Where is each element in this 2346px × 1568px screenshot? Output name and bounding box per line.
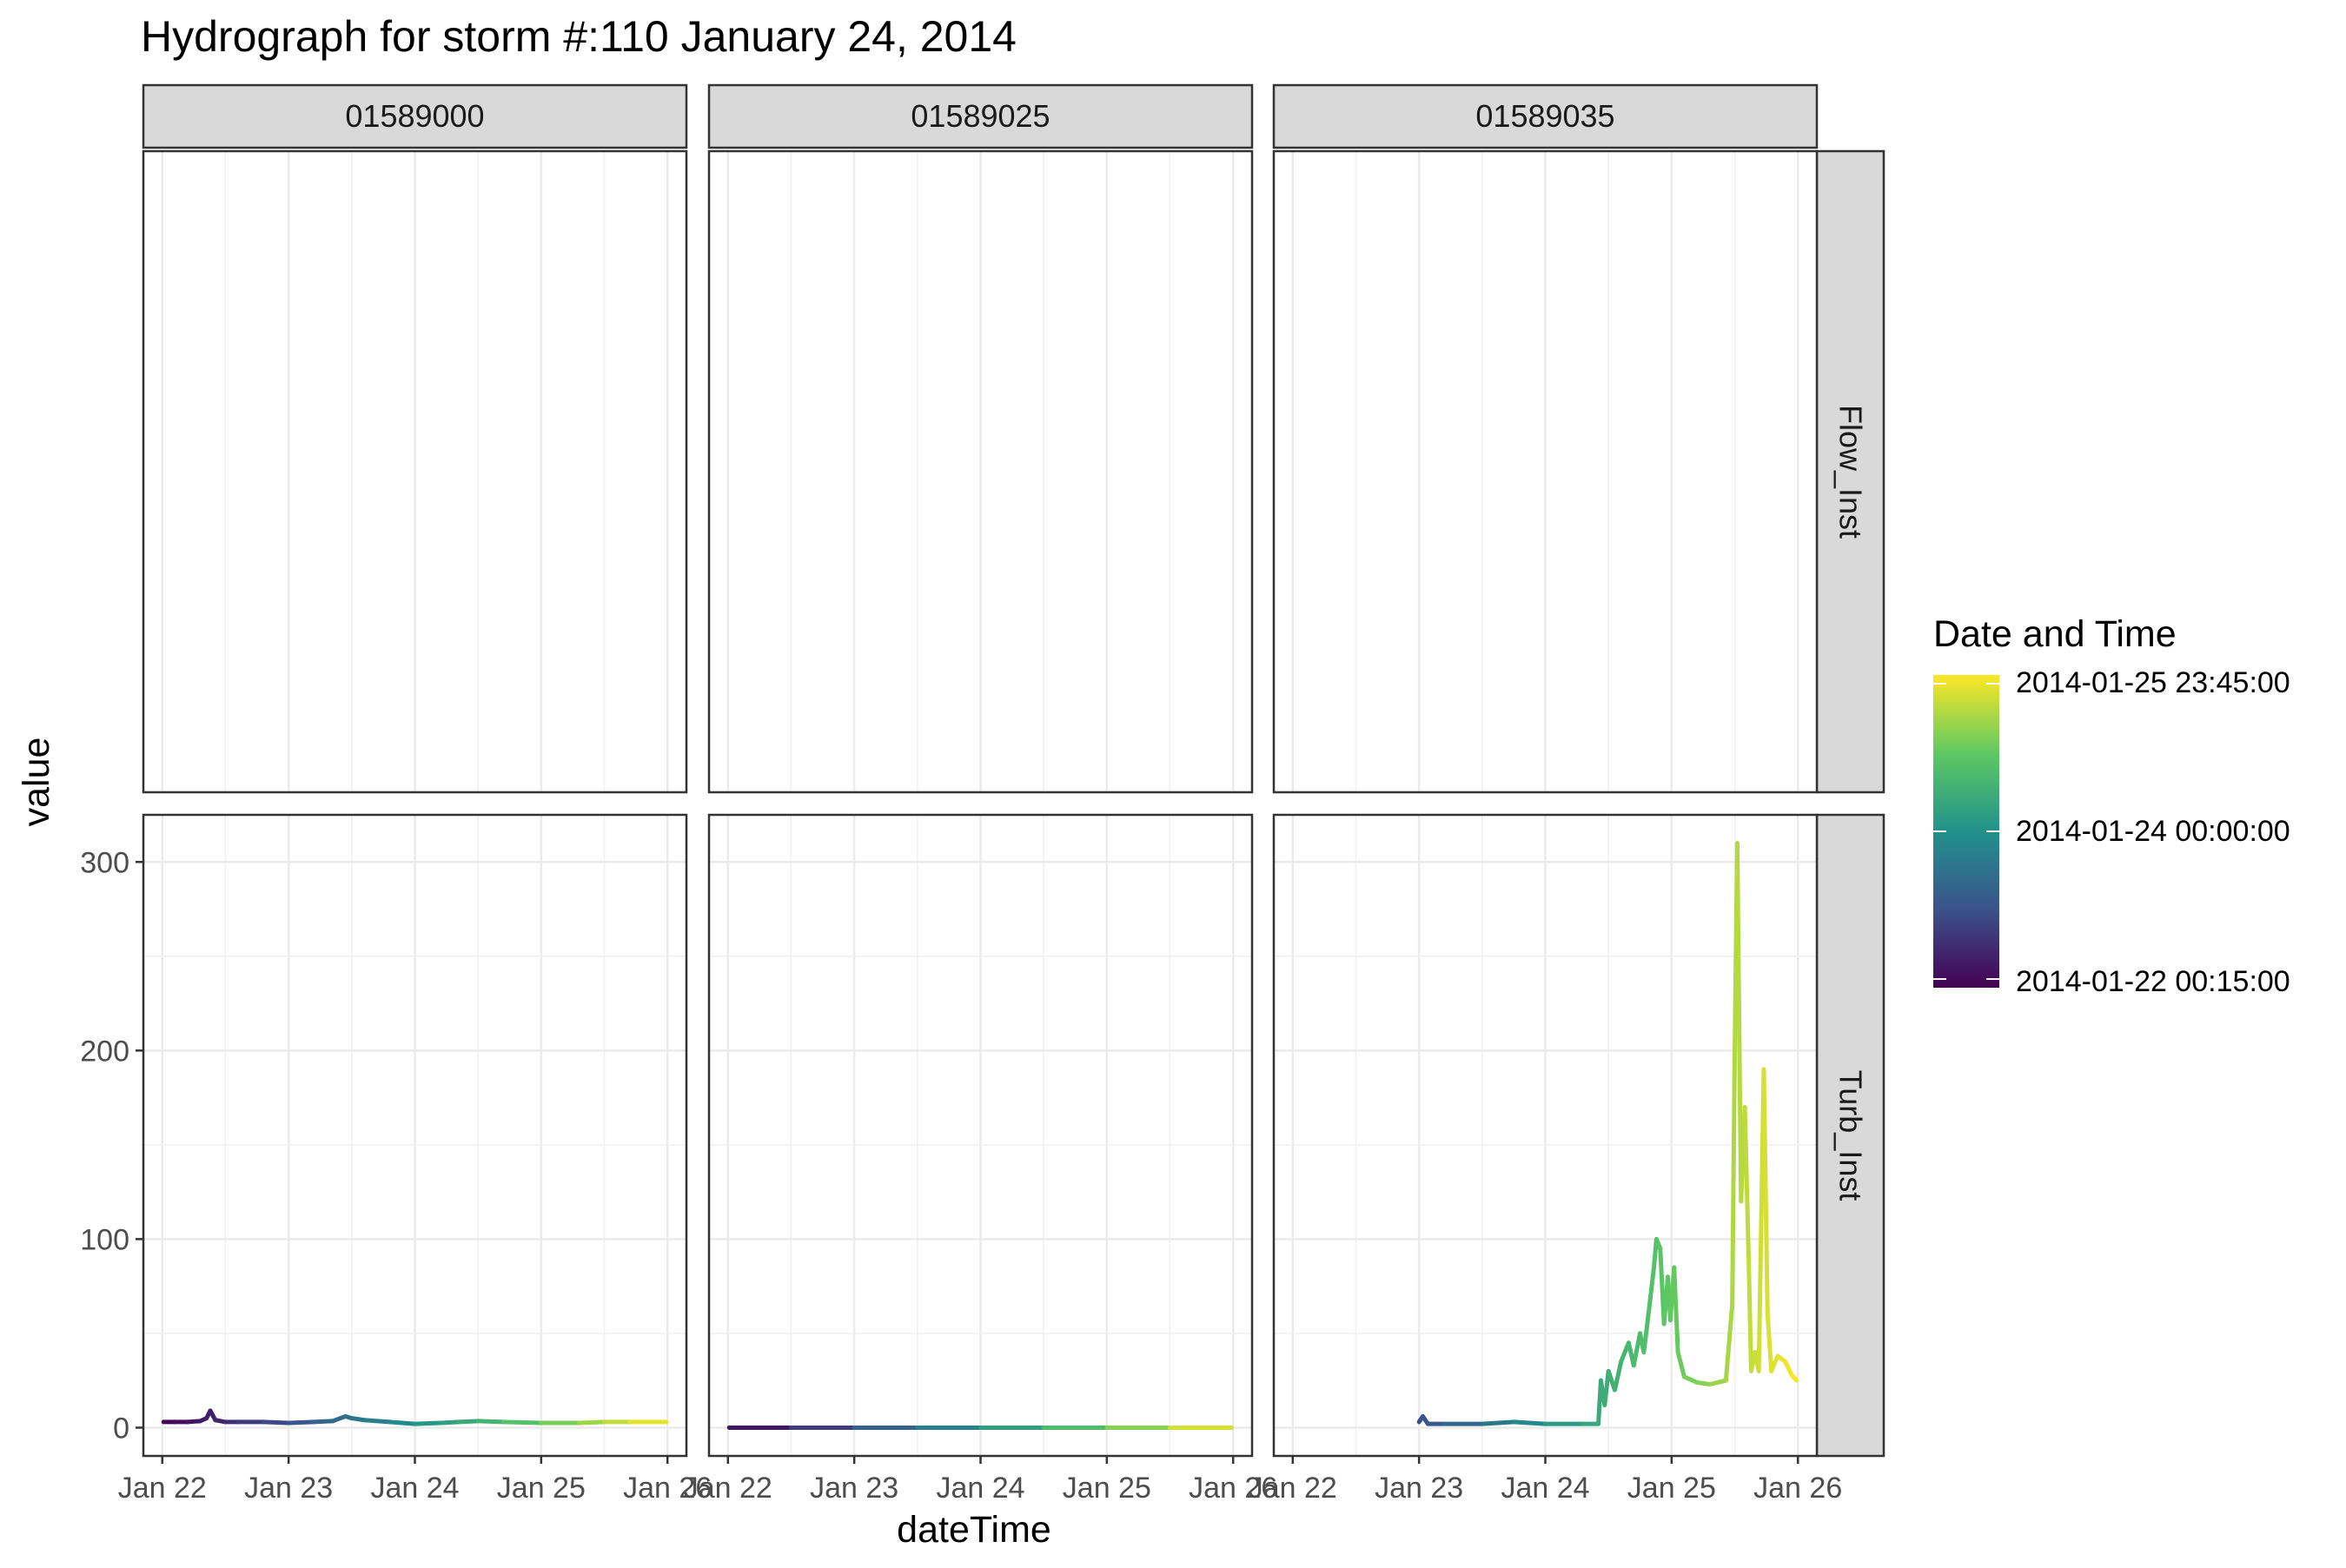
y-tick-label: 200 xyxy=(80,1035,129,1068)
series-segment xyxy=(475,1419,506,1425)
legend-title: Date and Time xyxy=(1933,613,2177,655)
panel-01589000-Turb_Inst xyxy=(143,815,686,1456)
x-tick-label: Jan 22 xyxy=(684,1472,772,1505)
panel-01589025-Turb_Inst xyxy=(709,815,1252,1456)
series-segment xyxy=(361,1418,392,1425)
series-segment xyxy=(1746,1255,1753,1373)
facet-panels: 01589000 01589025 01589035 Flow_Inst Turb_In… xyxy=(142,83,1885,1458)
legend-label-max: 2014-01-25 23:45:00 xyxy=(2016,666,2290,699)
panel-01589025-Flow_Inst xyxy=(709,151,1252,792)
series-segment xyxy=(456,1419,480,1425)
legend-label-min: 2014-01-22 00:15:00 xyxy=(2016,965,2290,998)
axes: 0 100 200 300 Jan 22 Jan 23 Jan 24 Jan 25 Jan 26… xyxy=(80,846,1842,1505)
series-segment xyxy=(261,1419,291,1426)
legend-label-mid: 2014-01-24 00:00:00 xyxy=(2016,815,2290,848)
series-segment xyxy=(1612,1359,1624,1393)
x-tick-label: Jan 26 xyxy=(1753,1472,1842,1505)
series-line-01589035 xyxy=(1416,841,1799,1426)
x-tick-label: Jan 24 xyxy=(936,1472,1024,1505)
y-tick-label: 0 xyxy=(113,1412,129,1445)
series-segment xyxy=(1761,1067,1770,1317)
strip-label-01589000: 01589000 xyxy=(345,98,484,134)
series-segment xyxy=(1511,1419,1547,1426)
series-segment xyxy=(576,1419,607,1426)
series-segment xyxy=(1672,1265,1680,1355)
x-tick-label: Jan 24 xyxy=(370,1472,459,1505)
strip-label-01589025: 01589025 xyxy=(911,98,1050,134)
series-segment xyxy=(1730,1048,1738,1307)
strip-01589025 xyxy=(707,83,1254,149)
series-segment xyxy=(1765,1312,1774,1373)
series-segment xyxy=(1706,1378,1728,1387)
strip-01589000 xyxy=(142,83,688,149)
x-tick-label: Jan 25 xyxy=(1627,1472,1716,1505)
panel-01589035-Turb_Inst xyxy=(1274,815,1817,1456)
series-segment xyxy=(1742,1104,1752,1260)
series-segment xyxy=(1647,1265,1656,1313)
series-line-01589000 xyxy=(161,1408,669,1426)
strip-01589035 xyxy=(1272,83,1819,149)
series-segment xyxy=(311,1419,335,1425)
x-tick-label: Jan 23 xyxy=(1375,1472,1463,1505)
x-tick-label: Jan 25 xyxy=(1063,1472,1151,1505)
x-tick-label: Jan 26 xyxy=(1189,1472,1277,1505)
x-tick-label: Jan 24 xyxy=(1501,1472,1589,1505)
strip-Turb_Inst xyxy=(1815,813,1885,1458)
series-segment xyxy=(413,1420,443,1426)
panel-border xyxy=(707,149,1254,794)
x-tick-label: Jan 22 xyxy=(1249,1472,1337,1505)
x-tick-label: Jan 22 xyxy=(118,1472,207,1505)
series-segment xyxy=(1641,1308,1652,1355)
series-segment xyxy=(387,1419,417,1426)
x-tick-label: Jan 23 xyxy=(244,1472,333,1505)
series-segment xyxy=(1789,1373,1799,1383)
strip-Flow_Inst xyxy=(1815,149,1885,794)
chart-title: Hydrograph for storm #:110 January 24, 2… xyxy=(141,12,1017,61)
strip-label-Flow_Inst: Flow_Inst xyxy=(1833,405,1869,539)
panel-01589035-Flow_Inst xyxy=(1274,151,1817,792)
series-segment xyxy=(1769,1353,1780,1373)
x-axis-title: dateTime xyxy=(897,1509,1051,1551)
x-tick-label: Jan 23 xyxy=(810,1472,898,1505)
panel-border xyxy=(142,149,688,794)
series-segment xyxy=(330,1413,348,1424)
series-segment xyxy=(1734,841,1744,1204)
series-segment xyxy=(1602,1368,1611,1407)
series-segment xyxy=(438,1419,461,1426)
series-segment xyxy=(500,1419,544,1426)
series-segment xyxy=(1480,1419,1516,1426)
series-segment xyxy=(286,1419,316,1426)
color-legend: Date and Time 2014-01-25 23:45:00 2014-0… xyxy=(1933,613,2290,998)
x-tick-label: Jan 25 xyxy=(497,1472,586,1505)
panel-01589000-Flow_Inst xyxy=(143,151,686,792)
series-segment xyxy=(1723,1302,1735,1383)
strip-label-Turb_Inst: Turb_Inst xyxy=(1833,1070,1869,1201)
series-segment xyxy=(1681,1374,1700,1385)
strip-label-01589035: 01589035 xyxy=(1475,98,1614,134)
series-segment xyxy=(1783,1359,1794,1378)
panel-border xyxy=(1272,149,1819,794)
x-tick-label: Jan 26 xyxy=(623,1472,712,1505)
series-segment xyxy=(1675,1350,1687,1379)
y-tick-label: 100 xyxy=(80,1223,129,1256)
y-axis-title: value xyxy=(16,738,57,827)
y-tick-label: 300 xyxy=(80,846,129,879)
